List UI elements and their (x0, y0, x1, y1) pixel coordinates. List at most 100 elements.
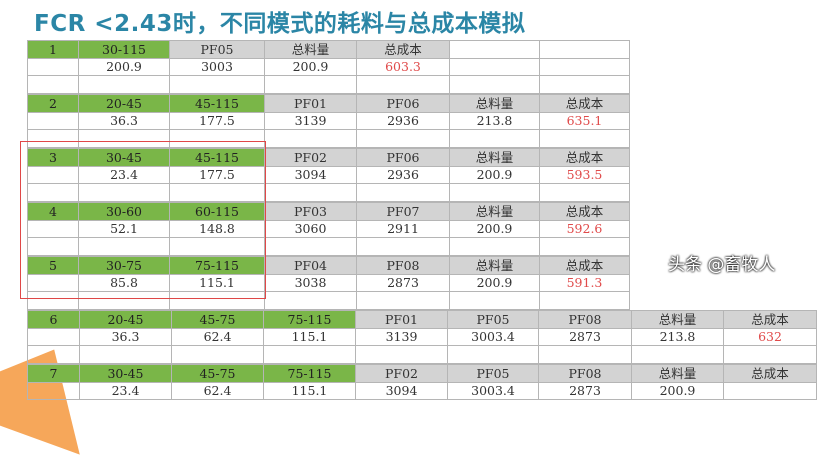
empty-cell (540, 292, 630, 310)
value-cell: 200.9 (265, 58, 357, 76)
value-cell: 591.3 (540, 274, 630, 292)
table-row-values: 85.8 115.1 3038 2873 200.9 591.3 (27, 274, 630, 292)
empty-cell (540, 184, 630, 202)
empty-cell (357, 184, 450, 202)
header-cell: 3 (27, 149, 79, 167)
header-cell: 75-115 (264, 311, 356, 329)
value-cell: 36.3 (80, 328, 172, 346)
empty-cell (79, 76, 170, 94)
value-cell: 593.5 (540, 166, 630, 184)
value-cell: 177.5 (170, 112, 265, 130)
empty-cell (450, 292, 540, 310)
header-cell: 1 (27, 41, 79, 59)
value-cell (27, 58, 79, 76)
header-cell: PF06 (357, 149, 450, 167)
value-cell (27, 328, 80, 346)
value-cell: 3003.4 (448, 328, 539, 346)
empty-cell (27, 76, 79, 94)
value-cell (27, 220, 79, 238)
value-cell: 200.9 (79, 58, 170, 76)
value-cell: 2936 (357, 166, 450, 184)
empty-cell (27, 184, 79, 202)
empty-cell (79, 184, 170, 202)
empty-cell (540, 76, 630, 94)
empty-cell (539, 346, 632, 364)
value-cell (27, 112, 79, 130)
header-cell: 总料量 (632, 311, 724, 329)
empty-cell (450, 130, 540, 148)
empty-cell (450, 184, 540, 202)
header-cell: 7 (27, 365, 80, 383)
table-row-values: 200.9 3003 200.9 603.3 (27, 58, 630, 76)
empty-cell (540, 130, 630, 148)
header-cell: 2 (27, 95, 79, 113)
header-cell: 总成本 (724, 365, 817, 383)
table-row-values: 23.4 177.5 3094 2936 200.9 593.5 (27, 166, 630, 184)
header-cell: 45-75 (172, 365, 264, 383)
empty-cell (265, 184, 357, 202)
value-cell: 632 (724, 328, 817, 346)
value-cell: 2873 (539, 328, 632, 346)
empty-cell (79, 238, 170, 256)
header-cell: 20-45 (80, 311, 172, 329)
header-cell: 总成本 (540, 203, 630, 221)
page-title: FCR <2.43时，不同模式的耗料与总成本模拟 (34, 11, 526, 37)
header-cell: 30-45 (80, 365, 172, 383)
value-cell: 3094 (356, 382, 448, 400)
table-row-header: 4 30-60 60-115 PF03 PF07 总料量 总成本 (27, 202, 630, 221)
header-cell: 30-45 (79, 149, 170, 167)
value-cell: 115.1 (264, 328, 356, 346)
header-cell: 总成本 (540, 95, 630, 113)
table-row-blank (27, 238, 630, 256)
empty-cell (357, 76, 450, 94)
header-cell: 30-115 (79, 41, 170, 59)
header-cell: 45-115 (170, 95, 265, 113)
value-cell (724, 382, 817, 400)
empty-cell (170, 292, 265, 310)
empty-cell (27, 346, 80, 364)
value-cell: 3003.4 (448, 382, 539, 400)
header-cell: 总成本 (540, 257, 630, 275)
value-cell: 2873 (539, 382, 632, 400)
header-cell: 5 (27, 257, 79, 275)
header-cell: PF08 (539, 311, 632, 329)
empty-cell (170, 76, 265, 94)
table-row-values: 23.4 62.4 115.1 3094 3003.4 2873 200.9 (27, 382, 817, 400)
value-cell: 3038 (265, 274, 357, 292)
header-cell: 75-115 (170, 257, 265, 275)
value-cell: 23.4 (79, 166, 170, 184)
value-cell: 115.1 (170, 274, 265, 292)
table-row-values: 36.3 62.4 115.1 3139 3003.4 2873 213.8 632 (27, 328, 817, 346)
empty-cell (357, 130, 450, 148)
value-cell: 3139 (265, 112, 357, 130)
table-row-values: 36.3 177.5 3139 2936 213.8 635.1 (27, 112, 630, 130)
value-cell: 62.4 (172, 328, 264, 346)
header-cell: PF03 (265, 203, 357, 221)
header-cell: 4 (27, 203, 79, 221)
table-row-header: 3 30-45 45-115 PF02 PF06 总料量 总成本 (27, 148, 630, 167)
header-cell: 30-60 (79, 203, 170, 221)
empty-cell (356, 346, 448, 364)
table-row-values: 52.1 148.8 3060 2911 200.9 592.6 (27, 220, 630, 238)
value-cell: 148.8 (170, 220, 265, 238)
header-cell: PF05 (170, 41, 265, 59)
empty-cell (264, 346, 356, 364)
table-row-header: 6 20-45 45-75 75-115 PF01 PF05 PF08 总料量 总成本 (27, 310, 817, 329)
value-cell: 62.4 (172, 382, 264, 400)
value-cell: 85.8 (79, 274, 170, 292)
header-cell: PF06 (357, 95, 450, 113)
empty-cell (632, 346, 724, 364)
value-cell (27, 166, 79, 184)
empty-cell (27, 130, 79, 148)
empty-cell (172, 346, 264, 364)
empty-cell (450, 41, 540, 59)
header-cell: 30-75 (79, 257, 170, 275)
empty-cell (27, 292, 79, 310)
header-cell: 总料量 (632, 365, 724, 383)
header-cell: PF07 (357, 203, 450, 221)
header-cell: 总料量 (450, 149, 540, 167)
empty-cell (80, 346, 172, 364)
value-cell: 3003 (170, 58, 265, 76)
table-row-header: 5 30-75 75-115 PF04 PF08 总料量 总成本 (27, 256, 630, 275)
header-cell: 总成本 (724, 311, 817, 329)
